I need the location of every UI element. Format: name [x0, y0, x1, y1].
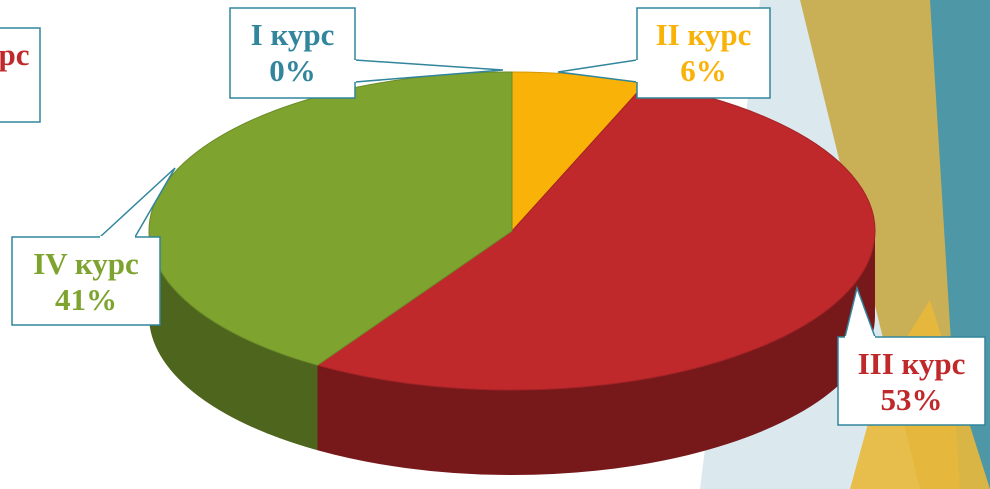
category-label: II курс — [656, 17, 752, 52]
callout-box — [229, 7, 356, 99]
pie-side — [317, 231, 875, 475]
callout-box — [837, 336, 986, 426]
cropped-label: рс — [0, 37, 30, 72]
pie-tops — [148, 71, 876, 391]
category-label: III курс — [858, 346, 966, 381]
value-label: 0% — [269, 53, 316, 88]
category-label: I курс — [251, 17, 335, 52]
value-label: 6% — [680, 53, 727, 88]
callout-pointer — [557, 59, 638, 83]
pie-sides — [149, 231, 875, 475]
value-label: 53% — [881, 382, 943, 417]
cropped-callout: рс — [0, 27, 41, 123]
value-label: 41% — [55, 282, 117, 317]
callout-box — [0, 27, 41, 123]
callout-pointer — [844, 285, 876, 338]
pie-side — [149, 231, 318, 451]
callout-pointer — [99, 167, 176, 238]
callout-pointer — [354, 59, 504, 83]
pie-slice — [316, 82, 876, 391]
category-label: IV курс — [33, 246, 139, 281]
